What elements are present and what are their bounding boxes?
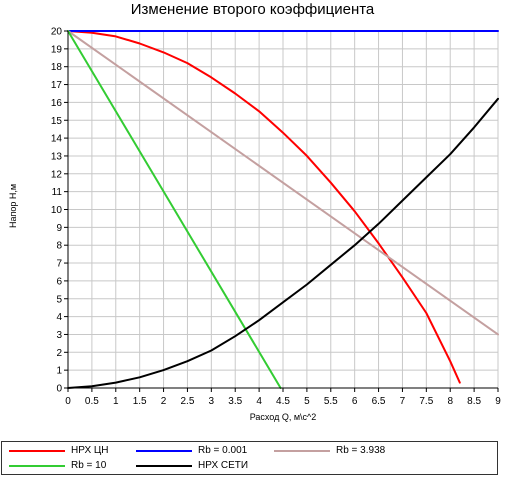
legend-item-nrh-seti: НРХ СЕТИ: [132, 458, 297, 474]
y-tick-label: 7: [56, 259, 62, 270]
legend-label: Rb = 10: [71, 460, 107, 471]
x-tick-label: 2.5: [180, 396, 194, 407]
y-tick-label: 10: [51, 205, 63, 216]
x-tick-label: 7.5: [419, 396, 433, 407]
y-tick-label: 0: [56, 384, 62, 395]
legend-item-rb-10: Rb = 10: [5, 458, 170, 474]
line-chart: 0 0.5 1 1.5 2 2.5 3 3.5 4 4.5 5 5.5 6 6.5 7 7.5 8 8.5 9012…: [51, 27, 501, 408]
x-tick-label: 8: [447, 396, 453, 407]
series-line-0: [67, 30, 461, 384]
x-tick-label: 4.5: [276, 396, 290, 407]
axes: 0 0.5 1 1.5 2 2.5 3 3.5 4 4.5 5 5.5 6 6.5 7 7.5 8 8.5 9012…: [51, 27, 501, 408]
x-tick-label: 5: [304, 396, 310, 407]
legend-item-nrh-cn: НРХ ЦН: [5, 443, 170, 459]
legend-swatch: [9, 465, 65, 467]
legend-label: НРХ СЕТИ: [198, 460, 249, 471]
y-tick-label: 19: [51, 44, 63, 55]
y-tick-label: 6: [56, 276, 62, 287]
y-tick-label: 16: [51, 98, 63, 109]
y-tick-label: 11: [52, 187, 63, 198]
y-tick-label: 1: [56, 366, 62, 377]
y-tick-label: 9: [56, 223, 62, 234]
x-tick-label: 0: [65, 396, 71, 407]
legend-label: Rb = 3.938: [336, 445, 386, 456]
series-line-4: [67, 97, 499, 389]
series-line-2: [67, 30, 499, 336]
y-tick-label: 12: [51, 169, 63, 180]
x-tick-label: 1.5: [133, 396, 147, 407]
x-tick-label: 5.5: [324, 396, 338, 407]
x-tick-label: 0.5: [85, 396, 99, 407]
legend-swatch: [274, 450, 330, 452]
chart-title: Изменение второго коэффициента: [130, 1, 375, 18]
legend-label: Rb = 0.001: [198, 445, 248, 456]
y-tick-label: 8: [56, 241, 62, 252]
x-tick-label: 3: [209, 396, 215, 407]
y-tick-label: 13: [51, 151, 63, 162]
x-tick-label: 9: [495, 396, 501, 407]
legend-swatch: [9, 450, 65, 452]
y-tick-label: 3: [56, 330, 62, 341]
x-tick-label: 2: [161, 396, 167, 407]
series-lines: [67, 30, 499, 389]
x-tick-label: 3.5: [228, 396, 242, 407]
legend-item-rb-0001: Rb = 0.001: [132, 443, 297, 459]
y-tick-label: 15: [51, 116, 63, 127]
y-tick-label: 14: [51, 134, 63, 145]
y-tick-label: 4: [56, 312, 62, 323]
y-tick-label: 18: [51, 62, 63, 73]
grid: [67, 30, 499, 389]
x-tick-label: 6.5: [372, 396, 386, 407]
y-tick-label: 2: [56, 348, 62, 359]
y-axis-label: Напор H,м: [8, 183, 18, 229]
y-tick-label: 17: [51, 80, 63, 91]
legend: НРХ ЦН Rb = 0.001 Rb = 3.938 Rb = 10 НРХ…: [1, 441, 498, 475]
legend-swatch: [136, 450, 192, 452]
x-tick-label: 8.5: [467, 396, 481, 407]
legend-swatch: [136, 465, 192, 467]
legend-label: НРХ ЦН: [71, 445, 109, 456]
y-tick-label: 20: [51, 27, 63, 38]
legend-item-rb-3938: Rb = 3.938: [270, 443, 435, 459]
x-tick-label: 7: [400, 396, 406, 407]
y-tick-label: 5: [56, 294, 62, 305]
x-tick-label: 1: [113, 396, 119, 407]
x-tick-label: 4: [256, 396, 262, 407]
x-axis-label: Расход Q, м\с^2: [249, 412, 317, 422]
x-tick-label: 6: [352, 396, 358, 407]
